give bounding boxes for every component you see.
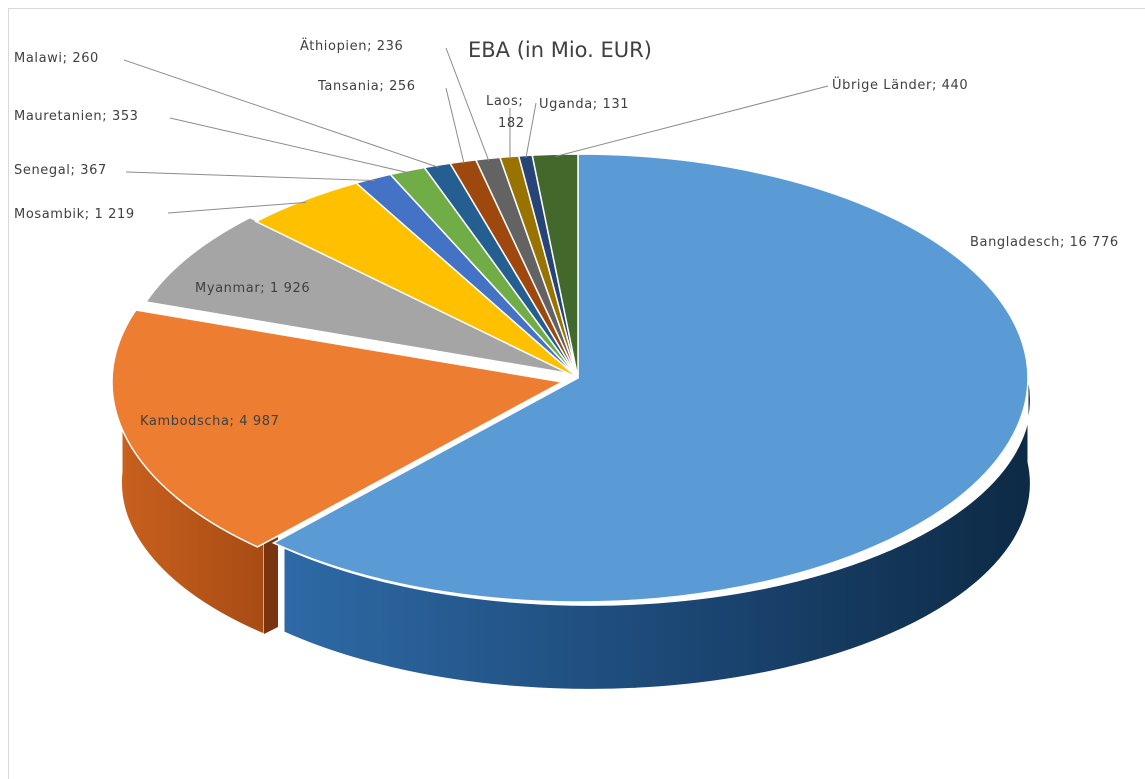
pie-tops bbox=[112, 154, 1028, 602]
leader-line bbox=[124, 60, 439, 167]
data-label: Mosambik; 1 219 bbox=[14, 207, 135, 222]
data-label: Myanmar; 1 926 bbox=[195, 281, 310, 296]
slice-cut-kambodscha bbox=[264, 537, 278, 634]
leader-line bbox=[526, 103, 536, 158]
data-label: Bangladesch; 16 776 bbox=[970, 235, 1119, 250]
leader-line bbox=[126, 172, 375, 181]
leader-line bbox=[446, 88, 464, 164]
data-label: Kambodscha; 4 987 bbox=[140, 414, 279, 429]
data-label: Mauretanien; 353 bbox=[14, 109, 139, 124]
data-label: Tansania; 256 bbox=[317, 79, 416, 94]
data-label: Laos;182 bbox=[486, 94, 525, 131]
leader-line bbox=[446, 48, 489, 161]
data-label: Äthiopien; 236 bbox=[300, 38, 403, 54]
data-label: Senegal; 367 bbox=[14, 163, 107, 178]
data-label: Uganda; 131 bbox=[539, 97, 629, 112]
data-label: Übrige Länder; 440 bbox=[832, 76, 968, 93]
data-label: Malawi; 260 bbox=[14, 51, 99, 66]
chart-title: EBA (in Mio. EUR) bbox=[468, 38, 652, 62]
